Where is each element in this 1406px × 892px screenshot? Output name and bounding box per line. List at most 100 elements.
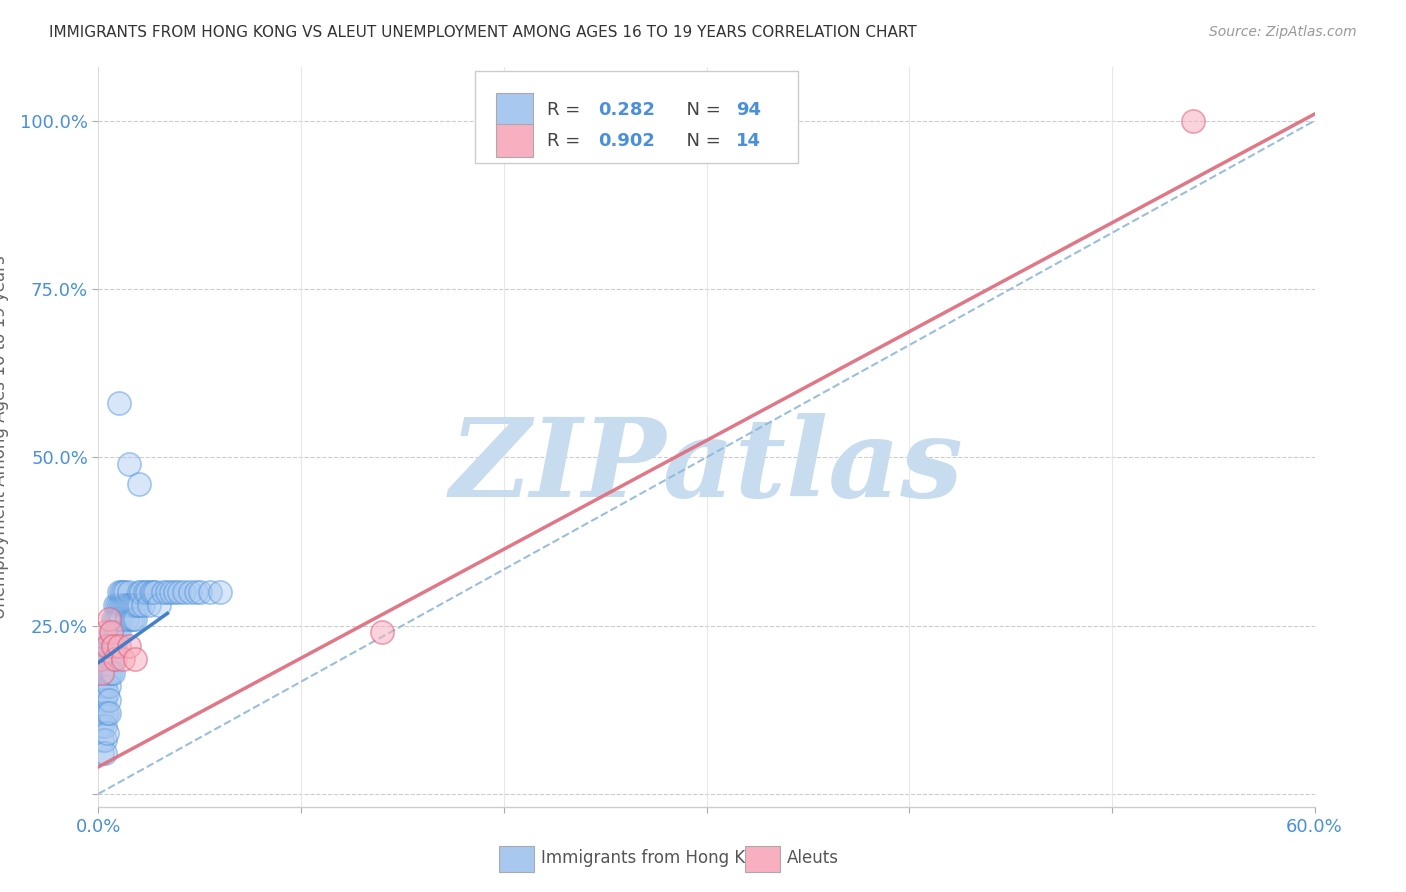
- Point: [111, 585, 134, 599]
- Point: [101, 625, 124, 640]
- Point: [122, 599, 145, 613]
- Point: [97, 692, 120, 706]
- Point: [93, 625, 115, 640]
- Point: [96, 726, 118, 740]
- Point: [120, 599, 142, 613]
- Point: [124, 599, 146, 613]
- Point: [118, 639, 141, 653]
- Text: 14: 14: [735, 132, 761, 150]
- Point: [101, 612, 124, 626]
- Point: [125, 599, 148, 613]
- Point: [105, 612, 128, 626]
- Point: [101, 665, 124, 680]
- Point: [136, 585, 159, 599]
- Point: [91, 679, 114, 693]
- Point: [93, 679, 115, 693]
- Point: [91, 747, 114, 761]
- Point: [143, 585, 166, 599]
- Point: [107, 585, 129, 599]
- Point: [89, 652, 111, 666]
- Point: [91, 665, 114, 680]
- Point: [124, 612, 146, 626]
- Point: [93, 733, 115, 747]
- Point: [89, 673, 111, 687]
- Text: Source: ZipAtlas.com: Source: ZipAtlas.com: [1209, 25, 1357, 39]
- Point: [138, 599, 160, 613]
- Text: 0.282: 0.282: [599, 101, 655, 119]
- Point: [118, 585, 141, 599]
- Point: [132, 599, 155, 613]
- Point: [179, 585, 201, 599]
- Point: [97, 612, 120, 626]
- Y-axis label: Unemployment Among Ages 16 to 19 years: Unemployment Among Ages 16 to 19 years: [0, 255, 8, 619]
- Bar: [496, 124, 533, 157]
- Point: [128, 585, 150, 599]
- Point: [104, 612, 127, 626]
- Point: [114, 599, 136, 613]
- Point: [188, 585, 211, 599]
- Point: [93, 692, 115, 706]
- Point: [107, 625, 129, 640]
- Point: [104, 652, 127, 666]
- Point: [100, 639, 122, 653]
- Point: [134, 585, 156, 599]
- Point: [96, 665, 118, 680]
- Point: [104, 639, 127, 653]
- Point: [128, 477, 150, 491]
- FancyBboxPatch shape: [475, 70, 797, 163]
- Point: [105, 599, 128, 613]
- Point: [142, 585, 165, 599]
- Point: [107, 639, 129, 653]
- Point: [118, 457, 141, 471]
- Point: [110, 612, 132, 626]
- Text: ZIPatlas: ZIPatlas: [450, 413, 963, 520]
- Point: [93, 719, 115, 733]
- Point: [107, 599, 129, 613]
- Text: N =: N =: [675, 101, 727, 119]
- Point: [165, 585, 187, 599]
- Text: R =: R =: [547, 132, 586, 150]
- Point: [110, 585, 132, 599]
- Point: [111, 599, 134, 613]
- Point: [97, 665, 120, 680]
- Point: [91, 733, 114, 747]
- Point: [128, 599, 150, 613]
- Point: [93, 706, 115, 720]
- Point: [129, 585, 152, 599]
- Point: [122, 612, 145, 626]
- Text: Immigrants from Hong Kong: Immigrants from Hong Kong: [541, 849, 776, 867]
- Point: [152, 585, 174, 599]
- Point: [107, 612, 129, 626]
- Point: [91, 665, 114, 680]
- Point: [100, 665, 122, 680]
- Point: [89, 686, 111, 700]
- Text: N =: N =: [675, 132, 727, 150]
- Point: [105, 625, 128, 640]
- Point: [91, 692, 114, 706]
- Text: IMMIGRANTS FROM HONG KONG VS ALEUT UNEMPLOYMENT AMONG AGES 16 TO 19 YEARS CORREL: IMMIGRANTS FROM HONG KONG VS ALEUT UNEMP…: [49, 25, 917, 40]
- Point: [97, 679, 120, 693]
- Point: [97, 652, 120, 666]
- Point: [371, 625, 394, 640]
- Point: [104, 625, 127, 640]
- Point: [96, 639, 118, 653]
- Point: [115, 599, 138, 613]
- Point: [169, 585, 191, 599]
- Point: [93, 665, 115, 680]
- Point: [173, 585, 195, 599]
- Point: [209, 585, 232, 599]
- Point: [115, 612, 138, 626]
- Bar: [496, 94, 533, 127]
- Point: [139, 585, 162, 599]
- Point: [93, 652, 115, 666]
- Point: [1182, 113, 1205, 128]
- Point: [93, 747, 115, 761]
- Point: [160, 585, 183, 599]
- Point: [97, 639, 120, 653]
- Point: [96, 686, 118, 700]
- Point: [96, 652, 118, 666]
- Point: [148, 599, 170, 613]
- Point: [96, 706, 118, 720]
- Point: [184, 585, 207, 599]
- Point: [120, 612, 142, 626]
